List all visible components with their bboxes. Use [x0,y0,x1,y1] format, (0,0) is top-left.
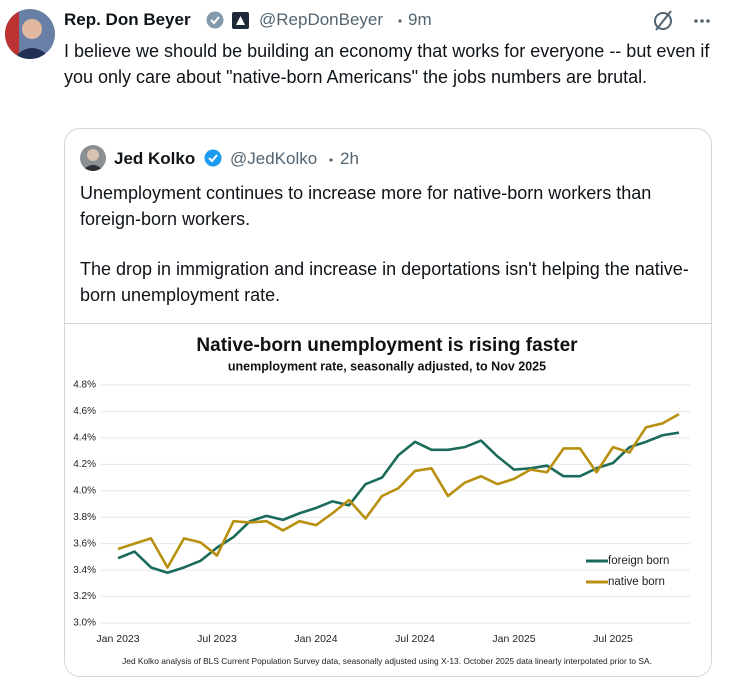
series-line [117,412,680,569]
post-actions[interactable] [652,9,716,33]
author-handle[interactable]: @RepDonBeyer [259,10,384,29]
y-tick-label: 3.8% [73,512,96,523]
author-name[interactable]: Rep. Don Beyer [64,10,191,29]
post-time[interactable]: 9m [408,10,432,29]
quote-paragraph: Unemployment continues to increase more … [80,183,652,229]
quote-avatar [80,145,106,171]
x-tick-label: Jul 2024 [395,633,435,645]
separator-dot [329,158,333,162]
quote-text: Unemployment continues to increase more … [80,180,690,332]
y-tick-label: 4.6% [73,406,96,417]
legend-label: native born [608,576,665,588]
avatar[interactable] [5,9,55,59]
quote-author: Jed Kolko [114,149,196,168]
y-tick-label: 3.0% [73,618,96,629]
y-tick-label: 3.6% [73,538,96,549]
y-tick-label: 4.4% [73,433,96,444]
y-tick-label: 4.0% [73,485,96,496]
quote-paragraph: The drop in immigration and increase in … [80,259,689,305]
x-tick-label: Jan 2024 [294,633,337,645]
quote-handle: @JedKolko [230,149,318,168]
chart: Native-born unemployment is rising faste… [65,323,711,676]
y-tick-label: 3.2% [73,591,96,602]
badges [206,11,249,29]
x-tick-label: Jan 2025 [492,633,535,645]
x-tick-label: Jul 2025 [593,633,633,645]
x-tick-label: Jul 2023 [197,633,237,645]
y-tick-label: 3.4% [73,565,96,576]
chart-background [65,324,711,676]
legend-label: foreign born [608,555,669,567]
chart-subtitle: unemployment rate, seasonally adjusted, … [228,359,546,373]
verified-badge [204,149,222,167]
post-text: I believe we should be building an econo… [64,41,710,87]
quoted-post[interactable]: Jed Kolko @JedKolko 2h Unemployment cont… [64,128,712,677]
separator-dot [398,19,402,23]
y-tick-label: 4.8% [73,380,96,391]
footnote: Jed Kolko analysis of BLS Current Popula… [122,656,652,666]
x-tick-label: Jan 2023 [96,633,139,645]
y-tick-label: 4.2% [73,459,96,470]
chart-title: Native-born unemployment is rising faste… [196,335,578,356]
quote-time: 2h [340,149,359,168]
